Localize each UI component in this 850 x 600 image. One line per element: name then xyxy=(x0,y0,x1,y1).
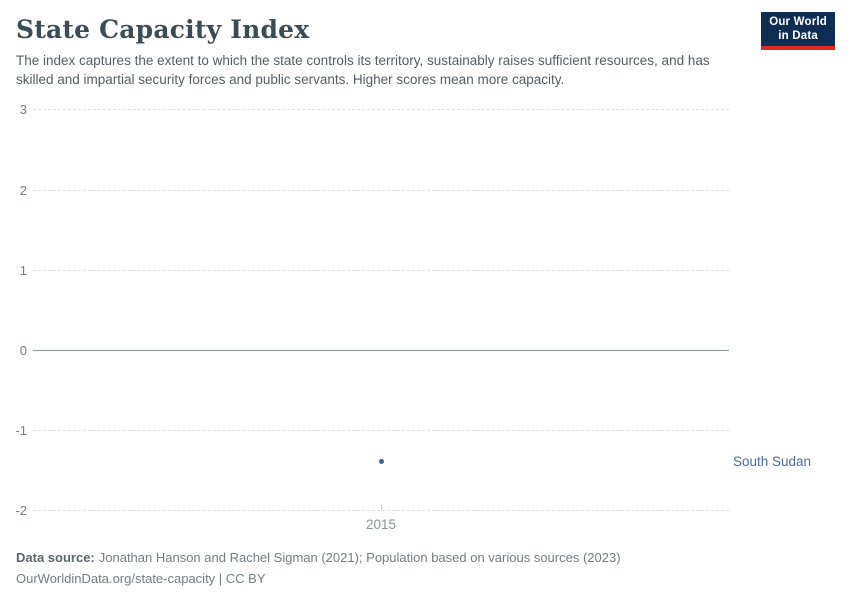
gridline-y--1 xyxy=(33,430,729,432)
license-line: OurWorldinData.org/state-capacity | CC B… xyxy=(16,571,266,586)
gridline-y-2 xyxy=(33,189,729,191)
chart-subtitle: The index captures the extent to which t… xyxy=(16,53,710,87)
data-point-south-sudan-2015[interactable] xyxy=(379,458,384,464)
y-axis-tick-label--2: -2 xyxy=(15,503,27,519)
y-axis-tick-label-0: 0 xyxy=(19,343,27,358)
x-axis-tick-label-2015: 2015 xyxy=(365,517,397,533)
owid-logo-line1: Our World xyxy=(769,16,827,28)
y-axis-tick-label-1: 1 xyxy=(19,262,27,278)
owid-logo-line2: in Data xyxy=(778,29,818,42)
x-axis-tick-2015 xyxy=(381,505,382,511)
gridline-y-3 xyxy=(33,109,729,111)
entity-label-south-sudan[interactable]: South Sudan xyxy=(733,453,812,469)
chart-footer: Data source: Jonathan Hanson and Rachel S… xyxy=(16,547,621,589)
data-source-line: Data source: Jonathan Hanson and Rachel S… xyxy=(16,547,621,568)
y-axis-tick-label-2: 2 xyxy=(19,182,27,198)
data-source-text: Jonathan Hanson and Rachel Sigman (2021)… xyxy=(98,550,621,565)
owid-logo[interactable]: Our World in Data xyxy=(761,12,835,50)
zero-axis-line xyxy=(33,350,729,351)
page-title: State Capacity Index xyxy=(16,15,310,44)
gridline-y--2 xyxy=(33,510,729,512)
data-source-label: Data source: xyxy=(16,550,95,565)
gridline-y-1 xyxy=(33,269,729,271)
y-axis-tick-label-3: 3 xyxy=(19,102,27,118)
y-axis-tick-label--1: -1 xyxy=(15,423,27,439)
